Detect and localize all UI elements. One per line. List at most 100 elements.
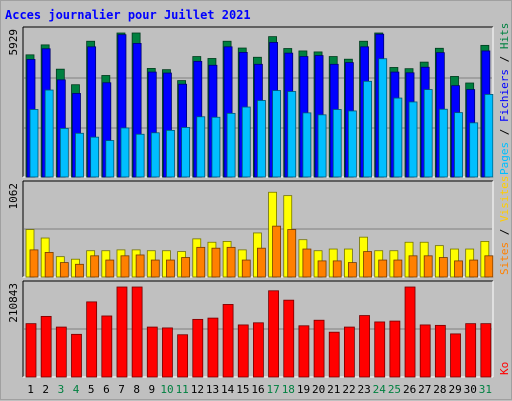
bar-sites-day-2 <box>44 252 54 278</box>
panel-2-legend: Sites / Visites <box>498 176 511 275</box>
x-tick-label-day-5: 5 <box>88 383 95 396</box>
x-tick-label-day-6: 6 <box>103 383 110 396</box>
bar-ko-day-30 <box>465 323 477 378</box>
bar-pages-day-23 <box>363 80 372 178</box>
bar-sites-day-18 <box>287 229 297 278</box>
bar-pages-day-13 <box>211 116 221 178</box>
panel-1-max-label: 5929 <box>7 29 20 56</box>
bar-sites-day-15 <box>241 259 251 278</box>
bar-pages-day-15 <box>241 106 251 178</box>
bar-ko-day-7 <box>116 286 128 378</box>
panel-1-legend: Pages / Fichiers / Hits <box>498 23 511 175</box>
panel-1-legend-part-4: / <box>498 49 511 69</box>
x-tick-label-day-15: 15 <box>236 383 249 396</box>
bar-ko-day-11 <box>177 334 189 378</box>
x-tick-label-day-21: 21 <box>327 383 340 396</box>
bar-pages-day-18 <box>287 91 297 178</box>
x-tick-label-day-2: 2 <box>42 383 49 396</box>
x-tick-label-day-13: 13 <box>206 383 219 396</box>
bar-pages-day-4 <box>75 132 84 178</box>
x-tick-label-day-22: 22 <box>342 383 355 396</box>
bar-sites-day-5 <box>90 255 100 278</box>
bar-sites-day-30 <box>469 259 479 278</box>
panel-1-legend-part-1: Pages <box>498 142 511 175</box>
x-tick-label-day-16: 16 <box>251 383 264 396</box>
bar-pages-day-8 <box>135 133 145 178</box>
bar-ko-day-29 <box>450 333 461 378</box>
bar-pages-day-6 <box>105 140 115 178</box>
x-tick-label-day-8: 8 <box>133 383 140 396</box>
bar-sites-day-8 <box>135 254 145 278</box>
bar-pages-day-7 <box>120 127 130 178</box>
bar-ko-day-1 <box>25 323 37 378</box>
bar-sites-day-31 <box>484 255 494 278</box>
bar-sites-day-28 <box>438 257 448 278</box>
x-tick-label-day-17: 17 <box>267 383 280 396</box>
x-tick-label-day-19: 19 <box>297 383 310 396</box>
x-tick-label-day-7: 7 <box>118 383 125 396</box>
bar-pages-day-28 <box>438 108 448 178</box>
panel-1-legend-part-2: / <box>498 122 511 142</box>
x-tick-label-day-31: 31 <box>479 383 492 396</box>
bar-ko-day-19 <box>298 325 310 378</box>
bar-pages-day-26 <box>408 101 418 178</box>
bar-ko-day-27 <box>419 324 431 378</box>
bar-pages-day-16 <box>257 100 266 178</box>
bar-pages-day-10 <box>166 129 175 178</box>
bar-ko-day-20 <box>313 319 325 378</box>
bar-pages-day-1 <box>29 109 39 178</box>
bar-pages-day-14 <box>226 112 236 178</box>
bar-ko-day-26 <box>404 286 416 378</box>
bar-sites-day-24 <box>378 259 388 278</box>
bar-pages-day-12 <box>196 116 206 178</box>
panel-1-legend-part-3: Fichiers <box>498 69 511 122</box>
bar-ko-day-8 <box>131 286 143 378</box>
x-tick-label-day-30: 30 <box>464 383 477 396</box>
x-tick-label-day-27: 27 <box>418 383 431 396</box>
bar-pages-day-21 <box>332 109 342 178</box>
bar-ko-day-4 <box>71 333 82 378</box>
x-tick-label-day-25: 25 <box>388 383 401 396</box>
bar-sites-day-29 <box>454 260 463 278</box>
bar-sites-day-10 <box>166 259 175 278</box>
x-tick-label-day-11: 11 <box>176 383 189 396</box>
x-tick-label-day-18: 18 <box>282 383 295 396</box>
bar-pages-day-17 <box>272 90 281 178</box>
bar-ko-day-22 <box>343 326 355 378</box>
bar-sites-day-17 <box>272 225 281 278</box>
bar-sites-day-14 <box>226 246 236 278</box>
x-tick-label-day-26: 26 <box>403 383 416 396</box>
chart-title: Acces journalier pour Juillet 2021 <box>5 8 251 22</box>
bar-ko-day-16 <box>253 322 264 378</box>
panel-2-legend-part-3: Visites <box>498 176 511 222</box>
bar-ko-day-15 <box>237 324 249 378</box>
bar-pages-day-25 <box>393 97 403 178</box>
bar-sites-day-25 <box>393 259 403 278</box>
bar-pages-day-5 <box>90 136 100 178</box>
x-tick-label-day-9: 9 <box>149 383 156 396</box>
panel-3-max-label: 210843 <box>7 283 20 323</box>
panel-2-legend-part-2: / <box>498 222 511 242</box>
bar-sites-day-23 <box>363 251 372 278</box>
bar-sites-day-11 <box>181 257 191 278</box>
bar-sites-day-19 <box>302 248 312 278</box>
bar-ko-day-28 <box>434 324 446 378</box>
bar-ko-day-18 <box>283 299 295 378</box>
x-tick-label-day-10: 10 <box>160 383 173 396</box>
bar-pages-day-31 <box>484 94 494 178</box>
x-tick-label-day-12: 12 <box>191 383 204 396</box>
x-tick-label-day-24: 24 <box>373 383 387 396</box>
bar-ko-day-31 <box>480 323 492 378</box>
bar-ko-day-10 <box>162 327 173 378</box>
bar-ko-day-24 <box>374 321 386 378</box>
bar-sites-day-7 <box>120 255 130 278</box>
bar-sites-day-4 <box>75 263 84 278</box>
bar-ko-day-2 <box>40 315 52 378</box>
bar-sites-day-27 <box>423 255 433 278</box>
x-tick-label-day-20: 20 <box>312 383 325 396</box>
bar-pages-day-3 <box>59 128 69 178</box>
bar-sites-day-26 <box>408 255 418 278</box>
bar-pages-day-24 <box>378 58 388 178</box>
bar-ko-day-5 <box>86 301 98 378</box>
